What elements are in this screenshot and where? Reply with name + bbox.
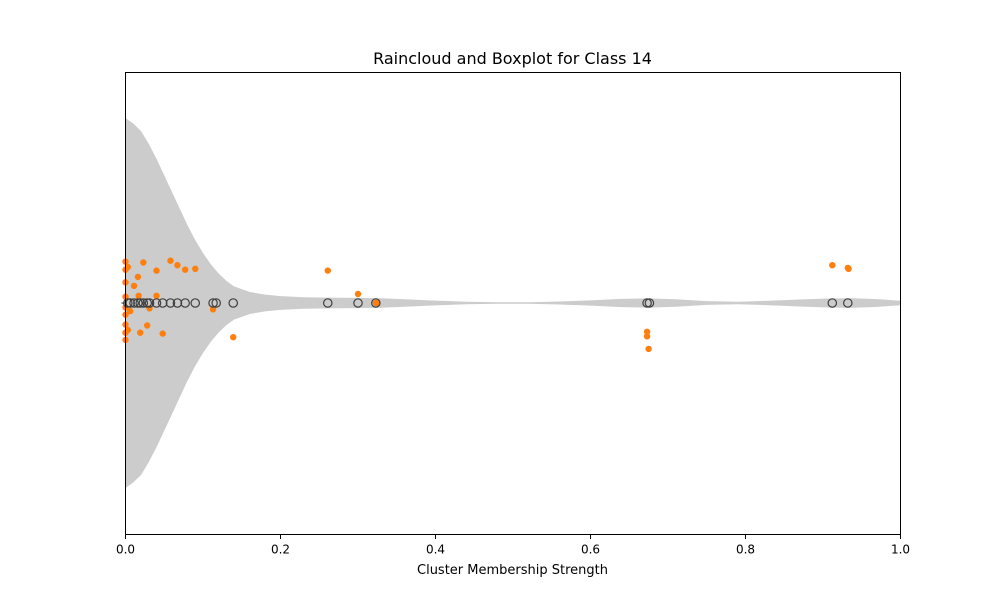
x-tick-label: 0.6 — [581, 543, 600, 557]
x-axis-label: Cluster Membership Strength — [417, 563, 608, 578]
outlier-marker — [142, 298, 152, 308]
strip-point — [643, 328, 651, 335]
outlier-marker — [180, 298, 190, 308]
strip-point — [167, 257, 174, 264]
violin-cloud — [125, 118, 901, 488]
strip-point — [373, 299, 380, 307]
strip-point — [134, 273, 142, 281]
strip-point — [829, 262, 836, 269]
outlier-marker — [211, 298, 221, 308]
outlier-marker — [165, 298, 176, 308]
strip-point — [144, 322, 151, 329]
strip-point — [645, 345, 652, 353]
outlier-marker — [144, 298, 155, 308]
x-tick-label: 1.0 — [891, 543, 910, 557]
outlier-marker — [133, 298, 143, 308]
outlier-marker — [129, 298, 139, 308]
strip-point — [324, 267, 331, 274]
outlier-marker — [644, 298, 655, 308]
x-tick-label: 0.8 — [736, 543, 755, 557]
x-axis-ticks: 0.0 0.2 0.4 0.6 0.8 1.0 — [116, 534, 910, 557]
strip-point — [140, 259, 147, 266]
outlier-marker — [172, 298, 183, 308]
strip-point — [192, 265, 199, 272]
strip-point — [135, 292, 142, 299]
chart-title: Raincloud and Boxplot for Class 14 — [373, 49, 652, 68]
strip-point — [153, 267, 160, 274]
outlier-marker — [642, 298, 652, 308]
plot-area — [121, 118, 901, 488]
strip-point — [174, 262, 181, 269]
outlier-marker — [228, 298, 239, 308]
outlier-marker — [157, 298, 168, 308]
outlier-marker — [135, 298, 146, 308]
outlier-marker — [208, 298, 218, 308]
strip-point — [124, 326, 132, 334]
strip-point — [209, 306, 217, 313]
strip-point — [153, 292, 160, 299]
strip-point — [643, 333, 651, 340]
outlier-marker — [151, 298, 162, 308]
axes-frame — [125, 72, 901, 535]
outlier-marker — [353, 298, 363, 308]
strip-point — [137, 329, 144, 336]
strip-point — [354, 290, 362, 298]
strip-point — [230, 334, 237, 341]
strip-point — [126, 307, 134, 315]
strip-point — [124, 263, 132, 271]
strip-point — [130, 282, 138, 290]
outlier-marker — [371, 298, 381, 308]
outlier-marker — [827, 298, 838, 308]
strip-point — [845, 265, 852, 272]
strip-point — [181, 266, 189, 273]
x-tick-label: 0.0 — [116, 543, 135, 557]
x-tick-label: 0.2 — [271, 543, 290, 557]
outlier-marker — [123, 298, 133, 308]
outlier-marker — [322, 298, 333, 308]
outlier-marker — [138, 298, 149, 308]
outlier-marker — [842, 298, 853, 308]
strip-point — [159, 330, 166, 337]
x-tick-label: 0.4 — [426, 543, 445, 557]
outlier-marker — [190, 298, 201, 308]
